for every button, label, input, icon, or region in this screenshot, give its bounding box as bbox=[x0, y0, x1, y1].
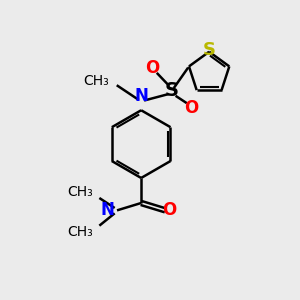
Text: O: O bbox=[184, 99, 198, 117]
Text: CH₃: CH₃ bbox=[83, 74, 109, 88]
Text: N: N bbox=[134, 87, 148, 105]
Text: O: O bbox=[163, 201, 177, 219]
Text: CH₃: CH₃ bbox=[67, 225, 93, 238]
Text: N: N bbox=[100, 201, 114, 219]
Text: S: S bbox=[165, 81, 179, 100]
Text: CH₃: CH₃ bbox=[67, 185, 93, 199]
Text: S: S bbox=[202, 41, 216, 59]
Text: O: O bbox=[145, 59, 160, 77]
